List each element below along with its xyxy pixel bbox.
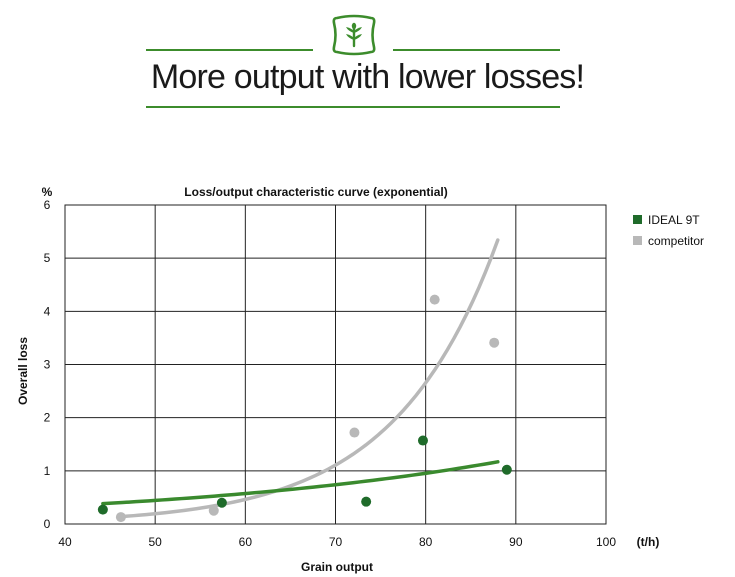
- y-tick-label: 4: [44, 304, 51, 318]
- x-tick-label: 100: [596, 535, 616, 549]
- x-axis-label: Grain output: [301, 560, 373, 574]
- fit-curve-ideal-9t: [101, 460, 500, 506]
- legend-label: competitor: [648, 234, 704, 248]
- x-tick-label: 60: [239, 535, 253, 549]
- x-tick-label: 90: [509, 535, 523, 549]
- y-tick-label: 5: [44, 251, 51, 265]
- data-point-ideal-9t: [216, 497, 227, 508]
- data-point-competitor: [429, 294, 440, 305]
- data-point-competitor: [489, 337, 500, 348]
- header-rule-bottom: [146, 106, 560, 108]
- data-point-ideal-9t: [501, 464, 512, 475]
- y-tick-label: 0: [44, 517, 51, 531]
- data-point-competitor: [115, 512, 126, 523]
- x-tick-label: 50: [148, 535, 162, 549]
- data-point-ideal-9t: [417, 435, 428, 446]
- data-point-competitor: [349, 427, 360, 438]
- legend-label: IDEAL 9T: [648, 213, 700, 227]
- y-unit-label: %: [42, 185, 53, 199]
- data-point-ideal-9t: [361, 496, 372, 507]
- header-rule-left: [146, 49, 313, 51]
- fit-curve-competitor: [119, 238, 500, 519]
- y-tick-label: 3: [44, 358, 51, 372]
- x-tick-label: 80: [419, 535, 433, 549]
- headline: More output with lower losses!: [150, 58, 585, 96]
- y-tick-label: 2: [44, 411, 51, 425]
- legend-swatch: [633, 215, 642, 224]
- y-tick-label: 1: [44, 464, 51, 478]
- legend-swatch: [633, 236, 642, 245]
- x-tick-label: 70: [329, 535, 343, 549]
- y-axis-label: Overall loss: [16, 337, 30, 405]
- y-tick-label: 6: [44, 198, 51, 212]
- data-point-competitor: [208, 505, 219, 516]
- data-point-ideal-9t: [97, 504, 108, 515]
- header-rule-right: [393, 49, 560, 51]
- chart-title: Loss/output characteristic curve (expone…: [184, 185, 447, 199]
- grain-sack-icon: [332, 14, 376, 56]
- x-unit-label: (t/h): [637, 535, 660, 549]
- x-tick-label: 40: [58, 535, 72, 549]
